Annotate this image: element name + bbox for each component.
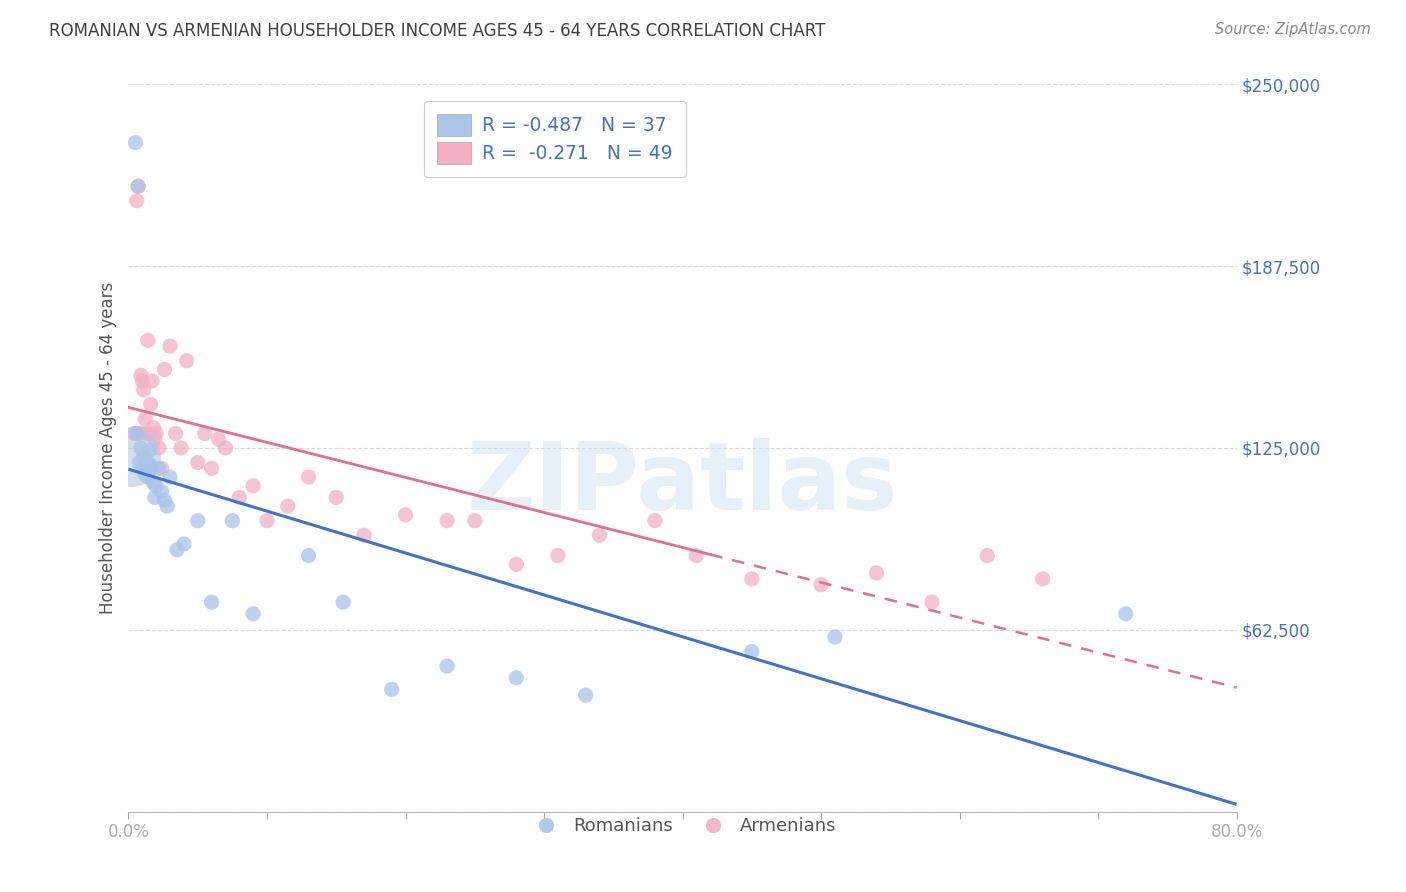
Point xyxy=(159,339,181,353)
Point xyxy=(141,374,163,388)
Text: Source: ZipAtlas.com: Source: ZipAtlas.com xyxy=(1215,22,1371,37)
Point xyxy=(134,467,156,482)
Point xyxy=(143,432,166,446)
Point xyxy=(125,194,148,208)
Point xyxy=(165,426,187,441)
Point xyxy=(228,491,250,505)
Point xyxy=(159,470,181,484)
Point xyxy=(142,420,165,434)
Point xyxy=(143,491,166,505)
Point xyxy=(505,558,527,572)
Point xyxy=(132,450,155,464)
Point xyxy=(150,484,173,499)
Y-axis label: Householder Income Ages 45 - 64 years: Householder Income Ages 45 - 64 years xyxy=(100,282,117,614)
Point xyxy=(136,470,159,484)
Point xyxy=(394,508,416,522)
Point xyxy=(1115,607,1137,621)
Point xyxy=(124,136,146,150)
Point xyxy=(156,499,179,513)
Point xyxy=(1032,572,1054,586)
Point xyxy=(131,374,153,388)
Point xyxy=(176,353,198,368)
Point xyxy=(256,514,278,528)
Point xyxy=(138,443,160,458)
Point xyxy=(194,426,217,441)
Point xyxy=(200,461,222,475)
Point xyxy=(166,542,188,557)
Point xyxy=(135,426,157,441)
Point xyxy=(153,493,176,508)
Point xyxy=(200,595,222,609)
Point xyxy=(122,426,145,441)
Text: ROMANIAN VS ARMENIAN HOUSEHOLDER INCOME AGES 45 - 64 YEARS CORRELATION CHART: ROMANIAN VS ARMENIAN HOUSEHOLDER INCOME … xyxy=(49,22,825,40)
Point xyxy=(170,441,193,455)
Point xyxy=(187,514,209,528)
Point xyxy=(277,499,299,513)
Point xyxy=(148,461,170,475)
Point xyxy=(242,607,264,621)
Point xyxy=(142,475,165,490)
Point xyxy=(153,362,176,376)
Point xyxy=(132,383,155,397)
Legend: Romanians, Armenians: Romanians, Armenians xyxy=(522,810,844,842)
Point xyxy=(436,514,458,528)
Point xyxy=(574,688,596,702)
Point xyxy=(120,450,142,464)
Point xyxy=(547,549,569,563)
Point xyxy=(129,441,152,455)
Point xyxy=(148,441,170,455)
Point xyxy=(138,426,160,441)
Point xyxy=(242,479,264,493)
Point xyxy=(741,572,763,586)
Point xyxy=(131,461,153,475)
Point xyxy=(325,491,347,505)
Point xyxy=(381,682,404,697)
Point xyxy=(810,577,832,591)
Point xyxy=(865,566,887,580)
Point xyxy=(127,179,149,194)
Point xyxy=(139,458,162,473)
Point xyxy=(505,671,527,685)
Point xyxy=(207,432,229,446)
Point xyxy=(353,528,375,542)
Point xyxy=(145,479,167,493)
Point xyxy=(297,470,319,484)
Point xyxy=(150,461,173,475)
Point xyxy=(134,412,156,426)
Point xyxy=(436,659,458,673)
Point xyxy=(221,514,243,528)
Point xyxy=(145,426,167,441)
Point xyxy=(332,595,354,609)
Point xyxy=(187,456,209,470)
Point xyxy=(824,630,846,644)
Point xyxy=(129,368,152,383)
Point xyxy=(125,426,148,441)
Point xyxy=(135,456,157,470)
Point xyxy=(139,397,162,411)
Point xyxy=(128,426,150,441)
Point xyxy=(127,179,149,194)
Text: ZIPatlas: ZIPatlas xyxy=(467,438,898,531)
Point xyxy=(921,595,943,609)
Point xyxy=(685,549,707,563)
Point xyxy=(464,514,486,528)
Point xyxy=(297,549,319,563)
Point xyxy=(141,461,163,475)
Point xyxy=(128,456,150,470)
Point xyxy=(741,644,763,658)
Point xyxy=(976,549,998,563)
Point xyxy=(588,528,610,542)
Point xyxy=(173,537,195,551)
Point xyxy=(214,441,236,455)
Point xyxy=(644,514,666,528)
Point xyxy=(136,334,159,348)
